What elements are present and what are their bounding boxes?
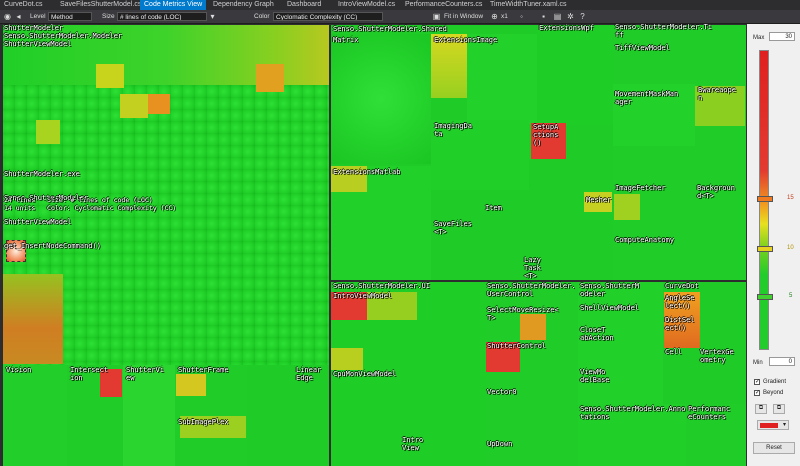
- fit-in-window-button[interactable]: Fit in Window: [444, 13, 484, 20]
- block-linearedge[interactable]: [247, 365, 329, 466]
- document-tab-bar: CurveDot.cs SaveFilesShutterModel.cs Cod…: [0, 0, 800, 10]
- hotspot-yellow[interactable]: [367, 292, 417, 320]
- color-swatch: [760, 423, 778, 428]
- selected-method-cell[interactable]: [6, 240, 26, 262]
- block-matrix[interactable]: [331, 34, 431, 164]
- block-shutterview[interactable]: [123, 365, 175, 466]
- hotspot-yellow[interactable]: [431, 34, 467, 98]
- block-extensionswpf[interactable]: [537, 25, 613, 125]
- size-label: Size: [102, 13, 115, 20]
- block-tiff[interactable]: [613, 25, 746, 280]
- block-imagingdata[interactable]: [431, 120, 529, 190]
- color-picker[interactable]: ▾: [757, 420, 789, 430]
- block-annotations[interactable]: [578, 404, 686, 466]
- help-icon[interactable]: ?: [580, 12, 585, 21]
- min-input[interactable]: 0: [769, 357, 795, 366]
- hotspot-orange[interactable]: [664, 292, 700, 348]
- scale-value-mid: 10: [787, 245, 794, 251]
- reset-button[interactable]: Reset: [753, 442, 795, 454]
- camera-icon[interactable]: ▪: [542, 12, 545, 21]
- hotspot-yellow[interactable]: [176, 374, 206, 396]
- beyond-label: Beyond: [763, 390, 784, 396]
- level-label: Level: [30, 13, 46, 20]
- hotspot-yellow[interactable]: [96, 64, 124, 88]
- hotspot-orange[interactable]: [256, 64, 284, 92]
- hotspot-red[interactable]: [100, 369, 122, 397]
- scale-handle-low[interactable]: [757, 294, 773, 300]
- min-label: Min: [753, 360, 763, 366]
- color-scale-panel: Max 30 15 10 5 Min 0 ✓ Gradient ✓ Beyond…: [747, 24, 800, 466]
- zoom-icon[interactable]: ⊕: [491, 12, 498, 21]
- hotspot-orange[interactable]: [148, 94, 170, 114]
- size-select[interactable]: # lines of code (LOC): [117, 12, 207, 21]
- hotspot-yellow[interactable]: [584, 192, 612, 212]
- tab-dashboard[interactable]: Dashboard: [287, 1, 322, 8]
- copy-scale-icon[interactable]: ⧉: [755, 404, 767, 414]
- block-usercontrol[interactable]: [485, 282, 578, 466]
- gear-icon[interactable]: ✲: [567, 12, 574, 21]
- hotspot-yellow[interactable]: [695, 86, 745, 126]
- scale-value-low: 5: [789, 293, 793, 299]
- hotspot-red[interactable]: [531, 123, 566, 159]
- treemap[interactable]: ShutterModeler Senso.ShutterModeler.Mode…: [0, 24, 746, 466]
- chevron-down-icon[interactable]: ▾: [210, 12, 215, 21]
- hotspot-red[interactable]: [486, 342, 520, 372]
- tab-savefiles[interactable]: SaveFilesShutterModel.cs: [60, 1, 142, 8]
- max-input[interactable]: 30: [769, 32, 795, 41]
- chevron-down-icon: ▾: [782, 422, 786, 428]
- scale-handle-mid[interactable]: [757, 246, 773, 252]
- level-select[interactable]: Method: [48, 12, 92, 21]
- max-label: Max: [753, 35, 765, 41]
- tab-introviewmodel[interactable]: IntroViewModel.cs: [338, 1, 396, 8]
- block-movementmask[interactable]: [613, 84, 695, 146]
- gradient-checkbox[interactable]: ✓: [754, 379, 761, 385]
- tab-performancecounters[interactable]: PerformanceCounters.cs: [405, 1, 483, 8]
- color-label: Color: [254, 13, 270, 20]
- tab-curvedot[interactable]: CurveDot.cs: [4, 1, 43, 8]
- hotspot-yellow[interactable]: [120, 94, 148, 118]
- hotspot-yellow[interactable]: [614, 194, 640, 220]
- beyond-checkbox[interactable]: ✓: [754, 390, 761, 396]
- block-vision[interactable]: [3, 365, 67, 466]
- hotspot-orange[interactable]: [520, 314, 546, 340]
- hotspot-red[interactable]: [331, 292, 367, 320]
- home-icon[interactable]: ◉: [4, 12, 11, 21]
- fit-window-icon[interactable]: ▣: [432, 12, 441, 21]
- block-perfcounters[interactable]: [686, 404, 746, 466]
- hotspot-yellow[interactable]: [331, 166, 367, 192]
- hotspot-yellow[interactable]: [180, 416, 246, 438]
- scale-handle-high[interactable]: [757, 196, 773, 202]
- pin-icon[interactable]: ◦: [520, 12, 523, 21]
- scale-value-high: 15: [787, 195, 794, 201]
- color-select[interactable]: Cyclomatic Complexity (CC): [273, 12, 383, 21]
- gradient-label: Gradient: [763, 379, 787, 385]
- paste-scale-icon[interactable]: ⧉: [773, 404, 785, 414]
- tab-dependency-graph[interactable]: Dependency Graph: [213, 1, 274, 8]
- tab-timewidthtuner[interactable]: TimeWidthTuner.xaml.cs: [490, 1, 567, 8]
- tab-code-metrics[interactable]: Code Metrics View: [140, 0, 207, 10]
- zoom-level: x1: [501, 13, 508, 20]
- arrow-left-icon[interactable]: ◂: [16, 12, 21, 21]
- block-shell[interactable]: [578, 282, 663, 404]
- hotspot-yellow[interactable]: [36, 120, 60, 144]
- metrics-toolbar: ◉ ◂ Level Method Size # lines of code (L…: [0, 10, 800, 24]
- hotspot-yellow[interactable]: [331, 348, 363, 370]
- block-extensionsimage[interactable]: [467, 34, 537, 124]
- hotspot-orange[interactable]: [3, 274, 63, 364]
- print-icon[interactable]: ▤: [553, 12, 562, 21]
